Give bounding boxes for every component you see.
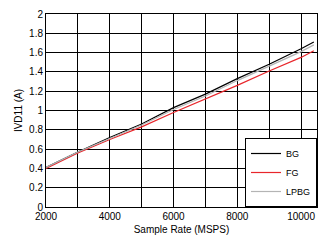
svg-text:0.4: 0.4 xyxy=(29,163,43,174)
svg-text:2000: 2000 xyxy=(35,211,58,222)
svg-text:0.6: 0.6 xyxy=(29,144,43,155)
svg-text:Sample Rate (MSPS): Sample Rate (MSPS) xyxy=(134,224,230,235)
svg-text:LPBG: LPBG xyxy=(286,187,310,197)
svg-text:1.6: 1.6 xyxy=(29,47,43,58)
svg-text:0.8: 0.8 xyxy=(29,124,43,135)
svg-text:10000: 10000 xyxy=(287,211,315,222)
svg-text:0: 0 xyxy=(37,202,43,213)
svg-text:1.2: 1.2 xyxy=(29,86,43,97)
svg-text:0.2: 0.2 xyxy=(29,182,43,193)
svg-text:1.8: 1.8 xyxy=(29,28,43,39)
svg-text:8000: 8000 xyxy=(226,211,249,222)
svg-text:1.4: 1.4 xyxy=(29,66,43,77)
svg-text:6000: 6000 xyxy=(162,211,185,222)
svg-text:4000: 4000 xyxy=(99,211,122,222)
svg-text:2: 2 xyxy=(37,9,43,20)
svg-text:IVD11 (A): IVD11 (A) xyxy=(13,89,24,132)
svg-text:1: 1 xyxy=(37,105,43,116)
svg-text:BG: BG xyxy=(286,149,299,159)
svg-text:FG: FG xyxy=(286,168,299,178)
